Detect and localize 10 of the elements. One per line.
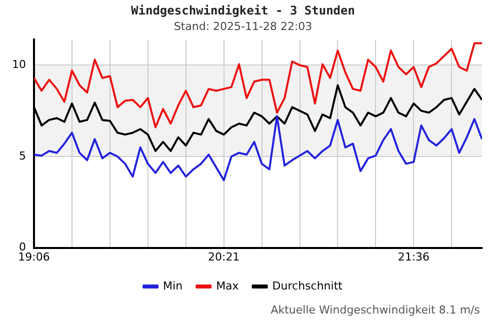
text: Aktuelle Windgeschwindigkeit 8.1 m/s xyxy=(270,303,480,316)
y-tick-label: 5 xyxy=(18,149,26,162)
chart-subtitle: Stand: 2025-11-28 22:03 xyxy=(174,20,312,33)
legend-label: Max xyxy=(216,279,240,292)
x-tick-label: 20:21 xyxy=(208,250,240,264)
legend-label: Min xyxy=(163,279,183,292)
chart-title: Windgeschwindigkeit - 3 Stunden xyxy=(131,3,355,18)
legend-label: Durchschnitt xyxy=(272,279,344,292)
x-tick-label: 21:36 xyxy=(398,250,430,264)
y-tick-label: 10 xyxy=(12,58,26,72)
